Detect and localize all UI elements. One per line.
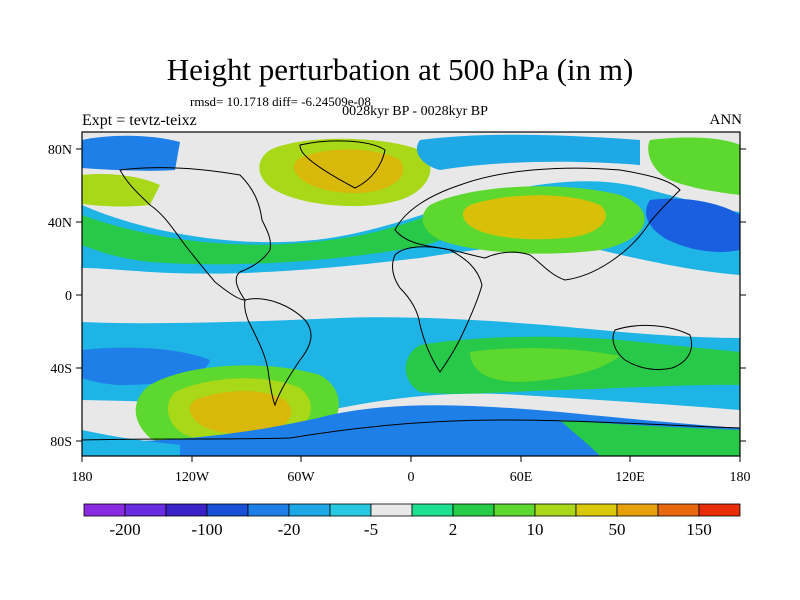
lon-tick-label: 120E [615, 470, 645, 485]
colorbar-swatch [370, 503, 413, 517]
coast-eurasia [394, 167, 681, 281]
colorbar [83, 503, 741, 517]
colorbar-label: 150 [686, 520, 712, 539]
stats-label: rmsd= 10.1718 diff= -6.24509e-08 [190, 94, 371, 109]
contour-nw-green [82, 174, 160, 207]
coast-antarctica [82, 419, 740, 441]
contour-field [82, 134, 740, 456]
lat-tick-label: 0 [65, 289, 72, 304]
lon-tick-label: 180 [730, 470, 751, 485]
colorbar-swatch [698, 503, 741, 517]
contour-antarctic-cyan [82, 430, 180, 456]
contour-antarctic-green [560, 420, 740, 456]
lat-tick-label: 80N [48, 143, 72, 158]
coast-north-america [119, 167, 271, 301]
lon-tick-label: 0 [408, 470, 415, 485]
colorbar-label: -20 [278, 520, 301, 539]
colorbar-swatch [165, 503, 208, 517]
colorbar-swatch [206, 503, 249, 517]
lon-tick-label: 120W [175, 470, 210, 485]
colorbar-swatch [575, 503, 618, 517]
lon-tick-label: 60E [510, 470, 533, 485]
colorbar-label: -5 [364, 520, 378, 539]
colorbar-label: 50 [609, 520, 626, 539]
coast-africa [392, 246, 483, 373]
colorbar-labels: -200 -100 -20 -5 2 10 50 150 [109, 520, 711, 539]
page-title: Height perturbation at 500 hPa (in m) [166, 52, 634, 87]
colorbar-label: 10 [527, 520, 544, 539]
colorbar-swatch [329, 503, 372, 517]
colorbar-swatch [288, 503, 331, 517]
lat-tick-label: 80S [50, 435, 72, 450]
lat-tick-label: 40N [48, 216, 72, 231]
colorbar-swatch [452, 503, 495, 517]
colorbar-swatch [247, 503, 290, 517]
contour-arctic-cyan [416, 134, 640, 170]
contour-spac-high-inner [189, 391, 292, 434]
colorbar-label: 2 [449, 520, 458, 539]
lon-tick-label: 180 [72, 470, 93, 485]
colorbar-swatch [534, 503, 577, 517]
coast-australia [612, 325, 693, 371]
subtitle: 0028kyr BP - 0028kyr BP [342, 104, 488, 119]
contour-south-lime [470, 348, 620, 382]
coast-south-america [244, 298, 312, 407]
coastlines [82, 140, 740, 441]
colorbar-swatch [657, 503, 700, 517]
contour-antarctic-blue [82, 405, 740, 456]
lon-tick-label: 60W [287, 470, 315, 485]
colorbar-label: -100 [191, 520, 222, 539]
colorbar-swatch [616, 503, 659, 517]
colorbar-label: -200 [109, 520, 140, 539]
contour-asia-high-inner [462, 195, 606, 240]
lat-tick-label: 40S [50, 362, 72, 377]
contour-arctic-green-right [648, 137, 740, 195]
colorbar-swatch [411, 503, 454, 517]
lon-axis: 180 120W 60W 0 60E 120E 180 [72, 456, 751, 485]
contour-north-blue-core [646, 198, 740, 252]
colorbar-swatch [124, 503, 167, 517]
colorbar-swatch [493, 503, 536, 517]
colorbar-swatch [83, 503, 126, 517]
contour-arctic-blue-left [82, 135, 180, 171]
contour-north-green [82, 208, 460, 265]
coast-greenland [299, 140, 386, 189]
contour-greenland-high-inner [294, 149, 404, 194]
experiment-label: Expt = tevtz-teixz [82, 112, 197, 129]
season-label: ANN [709, 112, 743, 128]
lat-axis: 80N 40N 0 40S 80S [48, 143, 746, 450]
